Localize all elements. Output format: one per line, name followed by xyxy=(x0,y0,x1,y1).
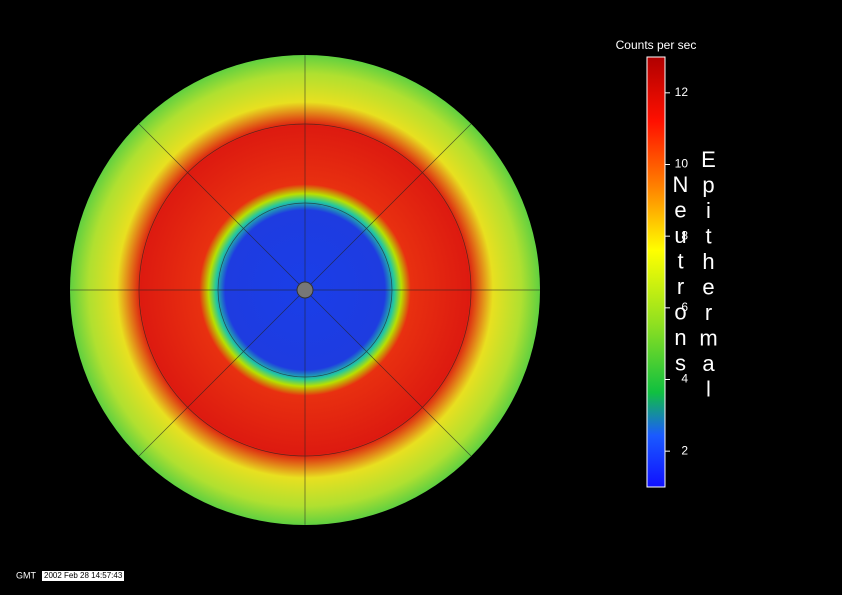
timestamp-box xyxy=(42,571,124,581)
colorbar-label: Epithermal Neutrons xyxy=(668,146,721,402)
colorbar-tick-label: 6 xyxy=(681,300,688,314)
timestamp-text: 2002 Feb 28 14:57:43 xyxy=(44,571,123,580)
colorbar xyxy=(646,56,666,488)
polar-map xyxy=(70,55,540,525)
colorbar-title: Counts per sec xyxy=(616,38,697,52)
timestamp-label: GMT xyxy=(16,570,36,580)
colorbar-tick-label: 8 xyxy=(681,228,688,242)
colorbar-tick-label: 12 xyxy=(675,85,689,99)
colorbar-tick-label: 10 xyxy=(675,157,689,171)
pole-marker xyxy=(296,281,314,299)
colorbar-tick-label: 4 xyxy=(681,372,688,386)
colorbar-tick-label: 2 xyxy=(681,443,688,457)
